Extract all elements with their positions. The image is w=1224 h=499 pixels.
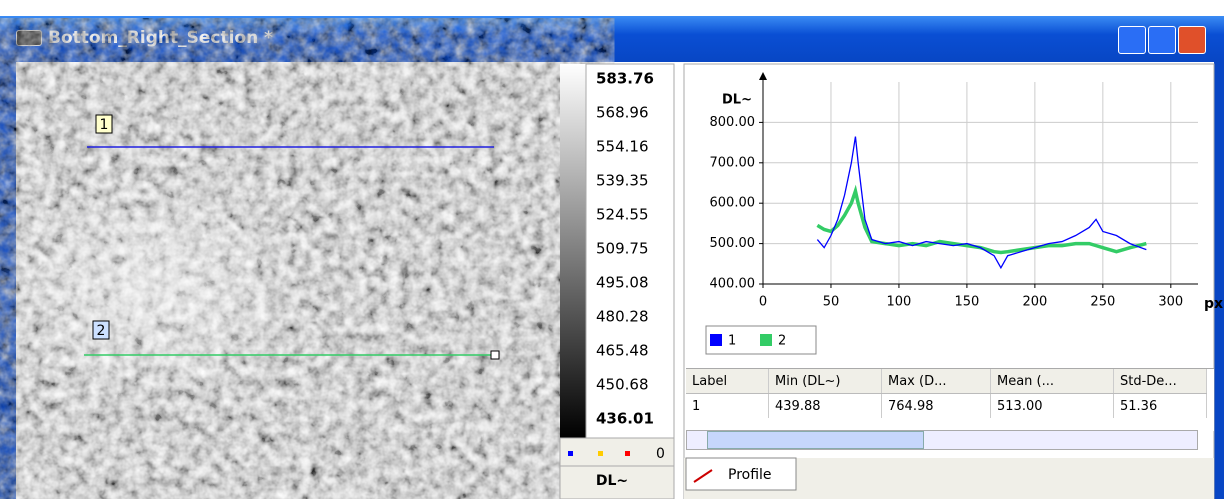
colorbar-label: 554.16 (596, 138, 649, 156)
x-tick-label: 250 (1090, 295, 1115, 310)
y-axis-label: DL~ (722, 93, 752, 108)
h-scrollbar[interactable] (686, 430, 1198, 450)
channel-marker (598, 451, 603, 456)
colorbar-label: 436.01 (596, 410, 654, 428)
legend-label: 2 (778, 334, 786, 349)
colorbar (560, 64, 586, 438)
colorbar-label: 509.75 (596, 240, 649, 258)
x-tick-label: 50 (823, 295, 840, 310)
table-cell: 1 (686, 394, 769, 419)
x-axis-label: px (1204, 296, 1223, 312)
table-cell: 439.88 (769, 394, 882, 419)
y-tick-label: 600.00 (710, 196, 756, 211)
tab-label[interactable]: Profile (728, 467, 772, 483)
colorbar-label: 583.76 (596, 70, 654, 88)
colorbar-label: 480.28 (596, 308, 649, 326)
scroll-thumb[interactable] (707, 431, 924, 449)
colorbar-unit: DL~ (596, 473, 628, 489)
colorbar-label: 568.96 (596, 104, 649, 122)
table-cell: Label (686, 369, 769, 394)
table-cell: 513.00 (991, 394, 1114, 419)
channel-marker (625, 451, 630, 456)
channel-marker (568, 451, 573, 456)
table-cell: 51.36 (1114, 394, 1207, 419)
window: Bottom_Right_Section * 1 2 0 DL~ Pr (0, 0, 1224, 499)
colorbar-label: 465.48 (596, 342, 649, 360)
table-cell: 764.98 (882, 394, 991, 419)
table-cell: Std-De... (1114, 369, 1207, 394)
table-cell: Mean (... (991, 369, 1114, 394)
line-handle[interactable] (491, 351, 499, 359)
channel-value: 0 (656, 446, 665, 462)
y-tick-label: 700.00 (710, 155, 756, 170)
x-tick-label: 150 (954, 295, 979, 310)
colorbar-label: 450.68 (596, 376, 649, 394)
colorbar-label: 495.08 (596, 274, 649, 292)
y-tick-label: 800.00 (710, 115, 756, 130)
line-label: 2 (97, 323, 106, 339)
table-cell: Max (D... (882, 369, 991, 394)
y-tick-label: 400.00 (710, 277, 756, 292)
colorbar-label: 539.35 (596, 172, 649, 190)
legend-label: 1 (728, 334, 736, 349)
x-tick-label: 300 (1158, 295, 1183, 310)
line-label: 1 (100, 117, 109, 133)
table-cell: Min (DL~) (769, 369, 882, 394)
legend-swatch (710, 334, 722, 346)
y-tick-label: 500.00 (710, 236, 756, 251)
x-tick-label: 0 (759, 295, 767, 310)
x-tick-label: 200 (1022, 295, 1047, 310)
x-tick-label: 100 (887, 295, 912, 310)
colorbar-label: 524.55 (596, 206, 649, 224)
legend-swatch (760, 334, 772, 346)
